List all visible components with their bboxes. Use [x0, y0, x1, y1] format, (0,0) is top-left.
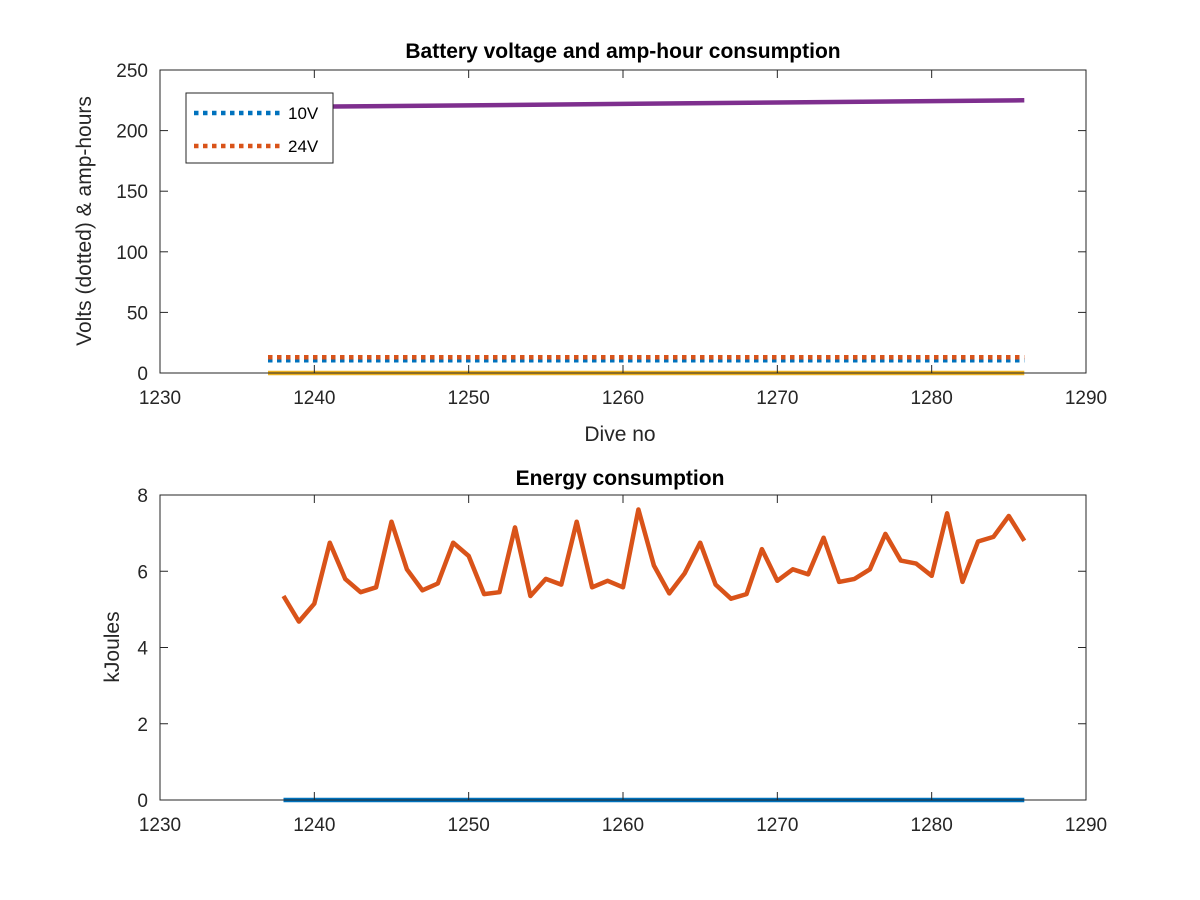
- y-tick-label: 0: [137, 791, 148, 812]
- x-tick-label: 1270: [756, 388, 798, 409]
- plot-area: [160, 495, 1086, 800]
- legend-label-24v: 24V: [288, 137, 319, 156]
- series-line-1: [281, 507, 1027, 624]
- chart-title: Energy consumption: [516, 467, 725, 490]
- y-tick-label: 250: [116, 61, 148, 82]
- x-tick-label: 1250: [448, 815, 490, 836]
- x-tick-label: 1250: [448, 388, 490, 409]
- y-tick-label: 0: [137, 364, 148, 385]
- energy-plot: 1230 1240 1250 1260 1270 1280 1290 0 2 4 6 8 Energy…: [101, 467, 1107, 836]
- x-tick-label: 1290: [1065, 815, 1107, 836]
- chart-title: Battery voltage and amp-hour consumption: [405, 40, 840, 63]
- y-tick-label: 200: [116, 122, 148, 143]
- x-tick-label: 1280: [911, 388, 953, 409]
- x-tick-label: 1270: [756, 815, 798, 836]
- voltage-ah-plot: 1230 1240 1250 1260 1270 1280 1290 0 50 100 150 200…: [73, 40, 1107, 446]
- x-tick-label: 1230: [139, 815, 181, 836]
- y-axis-label: Volts (dotted) & amp-hours: [73, 96, 96, 346]
- y-tick-label: 50: [127, 303, 148, 324]
- series-line-3: [267, 98, 1025, 110]
- y-tick-label: 150: [116, 182, 148, 203]
- y-tick-label: 8: [137, 486, 148, 507]
- x-tick-label: 1290: [1065, 388, 1107, 409]
- x-tick-label: 1280: [911, 815, 953, 836]
- y-tick-label: 2: [137, 715, 148, 736]
- legend-label-10v: 10V: [288, 104, 319, 123]
- legend: 10V 24V: [185, 92, 334, 164]
- x-tick-label: 1260: [602, 815, 644, 836]
- y-tick-label: 6: [137, 562, 148, 583]
- x-tick-label: 1260: [602, 388, 644, 409]
- y-axis-label: kJoules: [101, 611, 124, 682]
- x-tick-label: 1240: [293, 388, 335, 409]
- y-tick-label: 100: [116, 243, 148, 264]
- legend-box: [185, 92, 334, 164]
- x-tick-label: 1240: [293, 815, 335, 836]
- x-axis-label: Dive no: [584, 423, 655, 446]
- x-tick-label: 1230: [139, 388, 181, 409]
- y-tick-label: 4: [137, 639, 148, 660]
